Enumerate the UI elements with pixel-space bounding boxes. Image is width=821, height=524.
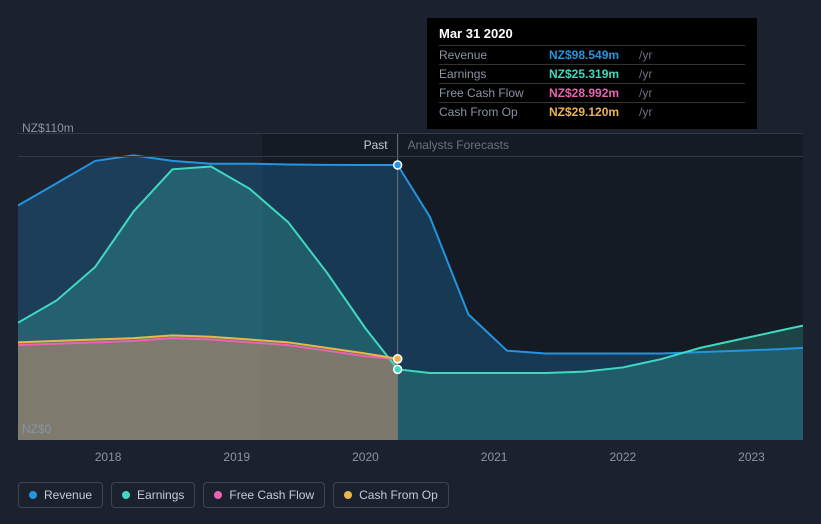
tooltip-date: Mar 31 2020: [439, 26, 745, 41]
x-axis-tick: 2023: [738, 450, 765, 464]
legend-item-label: Revenue: [44, 488, 92, 502]
chart-tooltip: Mar 31 2020RevenueNZ$98.549m/yrEarningsN…: [427, 18, 757, 129]
x-axis-tick: 2020: [352, 450, 379, 464]
legend-item-cash-from-op[interactable]: Cash From Op: [333, 482, 449, 508]
legend-item-free-cash-flow[interactable]: Free Cash Flow: [203, 482, 325, 508]
x-axis-tick: 2019: [223, 450, 250, 464]
tooltip-row-label: Revenue: [439, 48, 549, 62]
legend: Revenue Earnings Free Cash Flow Cash From O…: [18, 482, 449, 508]
tooltip-row: Cash From OpNZ$29.120m/yr: [439, 102, 745, 121]
marker-earnings: [394, 365, 402, 373]
tooltip-row: RevenueNZ$98.549m/yr: [439, 45, 745, 64]
legend-item-label: Free Cash Flow: [229, 488, 314, 502]
y-axis-min-label: NZ$0: [22, 422, 51, 436]
tooltip-row: Free Cash FlowNZ$28.992m/yr: [439, 83, 745, 102]
legend-dot-icon: [344, 491, 352, 499]
tooltip-row-label: Earnings: [439, 67, 549, 81]
x-axis-tick: 2018: [95, 450, 122, 464]
legend-item-label: Cash From Op: [359, 488, 438, 502]
legend-item-revenue[interactable]: Revenue: [18, 482, 103, 508]
tooltip-row-value: NZ$28.992m: [549, 86, 639, 100]
legend-dot-icon: [214, 491, 222, 499]
tooltip-row-suffix: /yr: [639, 86, 652, 100]
y-axis-max-label: NZ$110m: [22, 121, 74, 135]
tooltip-row-suffix: /yr: [639, 48, 652, 62]
x-axis-tick: 2021: [481, 450, 508, 464]
marker-revenue: [394, 161, 402, 169]
tooltip-row-value: NZ$29.120m: [549, 105, 639, 119]
legend-item-earnings[interactable]: Earnings: [111, 482, 195, 508]
legend-item-label: Earnings: [137, 488, 184, 502]
chart-plot: [18, 133, 803, 440]
x-axis-tick: 2022: [609, 450, 636, 464]
legend-dot-icon: [122, 491, 130, 499]
section-past-label: Past: [18, 133, 398, 157]
section-forecast-label: Analysts Forecasts: [398, 133, 803, 157]
tooltip-row-value: NZ$25.319m: [549, 67, 639, 81]
marker-cash-from-op: [394, 355, 402, 363]
legend-dot-icon: [29, 491, 37, 499]
tooltip-row-suffix: /yr: [639, 67, 652, 81]
tooltip-row-label: Free Cash Flow: [439, 86, 549, 100]
tooltip-row-suffix: /yr: [639, 105, 652, 119]
tooltip-row-value: NZ$98.549m: [549, 48, 639, 62]
tooltip-row: EarningsNZ$25.319m/yr: [439, 64, 745, 83]
area-cash-from-op: [18, 335, 398, 440]
tooltip-row-label: Cash From Op: [439, 105, 549, 119]
